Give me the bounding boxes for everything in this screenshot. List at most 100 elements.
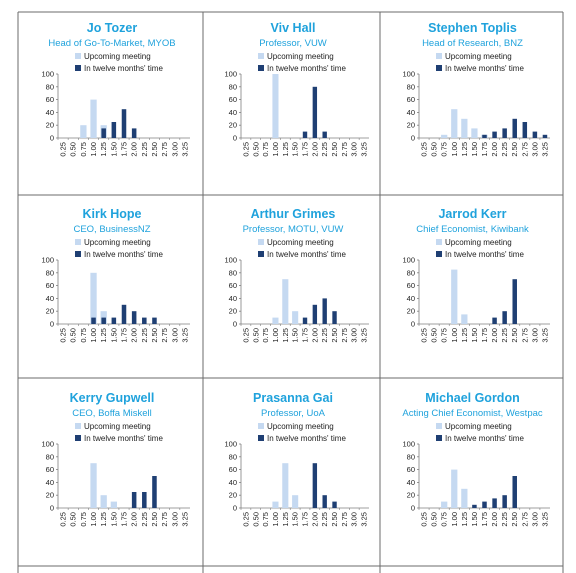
chart-subtitle: Head of Go-To-Market, MYOB [48, 38, 175, 49]
x-tick-label: 1.50 [109, 328, 118, 343]
chart-panel: Arthur Grimes Professor, MOTU, VUW Upcomin… [205, 198, 381, 378]
bar-twelve [532, 131, 538, 138]
x-tick-label: 2.25 [140, 328, 149, 343]
bar-upcoming [451, 109, 458, 138]
bar-chart: Prasanna Gai Professor, UoA Upcoming meeti… [224, 391, 369, 527]
x-tick-label: 0.25 [420, 142, 429, 157]
chart-subtitle: Professor, UoA [261, 408, 326, 419]
chart-panel: Viv Hall Professor, VUW Upcoming meeting In… [205, 12, 381, 194]
chart-title: Kerry Gupwell [70, 391, 155, 405]
x-tick-label: 2.50 [510, 328, 519, 343]
legend-label-twelve: In twelve months' time [445, 434, 524, 443]
x-tick-label: 2.25 [140, 512, 149, 527]
x-tick-label: 2.25 [500, 512, 509, 527]
x-tick-label: 0.50 [430, 328, 439, 343]
legend-swatch-twelve [75, 435, 81, 441]
bar-twelve [121, 109, 127, 138]
x-tick-label: 0.25 [59, 142, 68, 157]
chart-title: Jarrod Kerr [438, 207, 506, 221]
x-tick-label: 1.00 [89, 142, 98, 157]
x-tick-label: 1.25 [460, 142, 469, 157]
x-tick-label: 1.75 [301, 512, 310, 527]
x-tick-label: 3.00 [170, 512, 179, 527]
x-tick-label: 3.25 [540, 142, 549, 157]
legend-swatch-upcoming [436, 53, 442, 59]
y-tick-label: 60 [46, 465, 54, 474]
x-tick-label: 2.50 [150, 142, 159, 157]
x-tick-label: 1.75 [480, 328, 489, 343]
bar-twelve [312, 304, 318, 324]
bar-twelve [492, 131, 497, 138]
x-tick-label: 2.00 [130, 512, 139, 527]
bar-twelve [502, 311, 507, 324]
x-tick-label: 1.00 [271, 512, 280, 527]
y-tick-label: 100 [402, 70, 415, 79]
x-tick-label: 2.75 [340, 142, 349, 157]
y-tick-label: 100 [41, 256, 54, 265]
y-tick-label: 100 [41, 440, 54, 449]
x-tick-label: 2.25 [320, 512, 329, 527]
y-tick-label: 100 [224, 70, 237, 79]
bar-twelve [542, 134, 548, 138]
x-tick-label: 2.00 [130, 142, 139, 157]
y-tick-label: 80 [229, 452, 237, 461]
x-tick-label: 2.75 [160, 328, 169, 343]
bar-twelve [152, 476, 157, 508]
x-tick-label: 0.25 [241, 512, 250, 527]
legend-label-upcoming: Upcoming meeting [267, 238, 334, 247]
y-tick-label: 40 [407, 478, 415, 487]
y-tick-label: 40 [46, 478, 54, 487]
x-tick-label: 1.75 [301, 328, 310, 343]
x-tick-label: 2.75 [520, 142, 529, 157]
chart-subtitle: Professor, MOTU, VUW [243, 224, 344, 235]
bar-twelve [302, 317, 308, 324]
x-tick-label: 2.00 [310, 142, 319, 157]
y-tick-label: 80 [229, 268, 237, 277]
x-tick-label: 1.50 [291, 142, 300, 157]
x-tick-label: 1.25 [281, 328, 290, 343]
y-tick-label: 60 [46, 95, 54, 104]
x-tick-label: 2.00 [490, 512, 499, 527]
bar-twelve [322, 298, 327, 324]
bar-twelve [512, 279, 517, 324]
legend-swatch-twelve [436, 251, 442, 257]
bar-twelve [332, 501, 337, 508]
bar-twelve [522, 122, 528, 138]
x-tick-label: 1.75 [480, 512, 489, 527]
x-tick-label: 1.75 [120, 512, 129, 527]
y-tick-label: 80 [407, 82, 415, 91]
x-tick-label: 0.50 [251, 512, 260, 527]
x-tick-label: 1.75 [480, 142, 489, 157]
bar-twelve [131, 492, 137, 508]
bar-upcoming [90, 99, 97, 138]
bar-twelve [512, 476, 517, 508]
x-tick-label: 0.50 [69, 142, 78, 157]
bar-twelve [152, 317, 157, 324]
legend-label-upcoming: Upcoming meeting [445, 52, 512, 61]
x-tick-label: 3.00 [530, 328, 539, 343]
x-tick-label: 3.25 [180, 328, 189, 343]
y-tick-label: 0 [233, 134, 237, 143]
y-tick-label: 40 [229, 108, 237, 117]
x-tick-label: 0.25 [59, 328, 68, 343]
x-tick-label: 2.75 [340, 328, 349, 343]
x-tick-label: 3.25 [180, 512, 189, 527]
chart-title: Viv Hall [271, 21, 316, 35]
bar-twelve [482, 134, 487, 138]
bar-twelve [472, 504, 477, 508]
x-tick-label: 0.25 [59, 512, 68, 527]
x-tick-label: 1.25 [99, 512, 108, 527]
y-tick-label: 100 [224, 440, 237, 449]
y-tick-label: 20 [229, 121, 237, 130]
bar-twelve [111, 122, 117, 138]
bar-upcoming [90, 272, 97, 324]
chart-panel: Stephen Toplis Head of Research, BNZ Upcom… [383, 12, 562, 194]
y-tick-label: 40 [46, 294, 54, 303]
x-tick-label: 1.00 [271, 142, 280, 157]
legend-label-upcoming: Upcoming meeting [267, 52, 334, 61]
x-tick-label: 2.50 [330, 328, 339, 343]
bar-upcoming [461, 314, 468, 324]
x-tick-label: 3.00 [350, 328, 359, 343]
legend-label-twelve: In twelve months' time [84, 434, 163, 443]
